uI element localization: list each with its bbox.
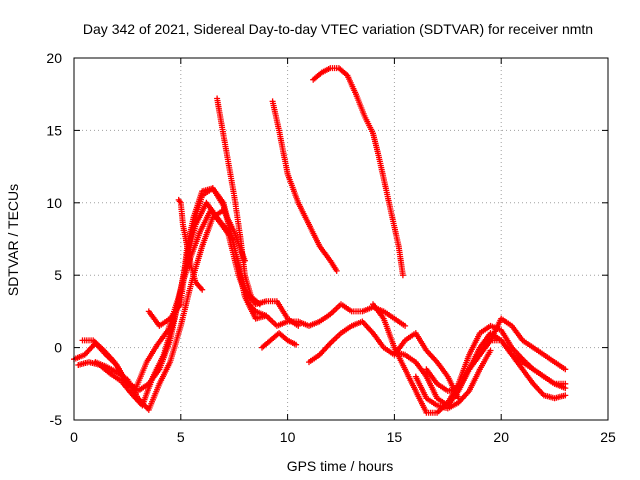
y-axis-label: SDTVAR / TECUs xyxy=(5,184,21,296)
data-point-marker xyxy=(256,301,263,308)
series-arc7 xyxy=(214,95,263,308)
data-point-marker xyxy=(399,272,406,279)
data-point-marker xyxy=(402,322,409,329)
series-arc8 xyxy=(269,98,340,274)
data-point-marker xyxy=(333,267,340,274)
x-tick-label: 15 xyxy=(387,429,403,445)
plot-frame xyxy=(73,57,609,421)
data-point-marker xyxy=(562,392,569,399)
data-point-marker xyxy=(562,366,569,373)
series-arc15 xyxy=(423,330,569,394)
y-tick-label: -5 xyxy=(50,412,63,428)
y-tick-label: 20 xyxy=(46,50,62,66)
series-arc9 xyxy=(246,301,409,329)
x-tick-label: 20 xyxy=(493,429,509,445)
y-tick-label: 15 xyxy=(46,122,62,138)
data-layer xyxy=(71,65,569,416)
data-point-marker xyxy=(293,341,300,348)
x-axis-label: GPS time / hours xyxy=(287,458,394,474)
y-tick-label: 5 xyxy=(54,267,62,283)
series-arc11 xyxy=(310,65,406,279)
x-tick-label: 25 xyxy=(600,429,616,445)
data-point-marker xyxy=(199,286,206,293)
x-tick-label: 0 xyxy=(70,429,78,445)
grid-layer xyxy=(74,58,608,420)
data-point-marker xyxy=(487,347,494,354)
y-tick-label: 0 xyxy=(54,340,62,356)
x-tick-label: 10 xyxy=(280,429,296,445)
data-point-marker xyxy=(562,385,569,392)
series-arc13 xyxy=(370,301,569,416)
y-tick-label: 10 xyxy=(46,195,62,211)
series-arc6 xyxy=(175,196,206,293)
series-arc4 xyxy=(92,207,248,413)
series-arc5 xyxy=(145,185,302,329)
series-arc16 xyxy=(466,315,569,373)
series-arc17 xyxy=(412,347,494,412)
x-tick-label: 5 xyxy=(177,429,185,445)
tick-layer: 0 5 10 15 20 25 -5 0 5 10 15 20 xyxy=(46,50,616,445)
chart-title: Day 342 of 2021, Sidereal Day-to-day VTE… xyxy=(83,21,593,37)
series-arc10 xyxy=(259,330,300,351)
series-arc12 xyxy=(306,318,462,402)
